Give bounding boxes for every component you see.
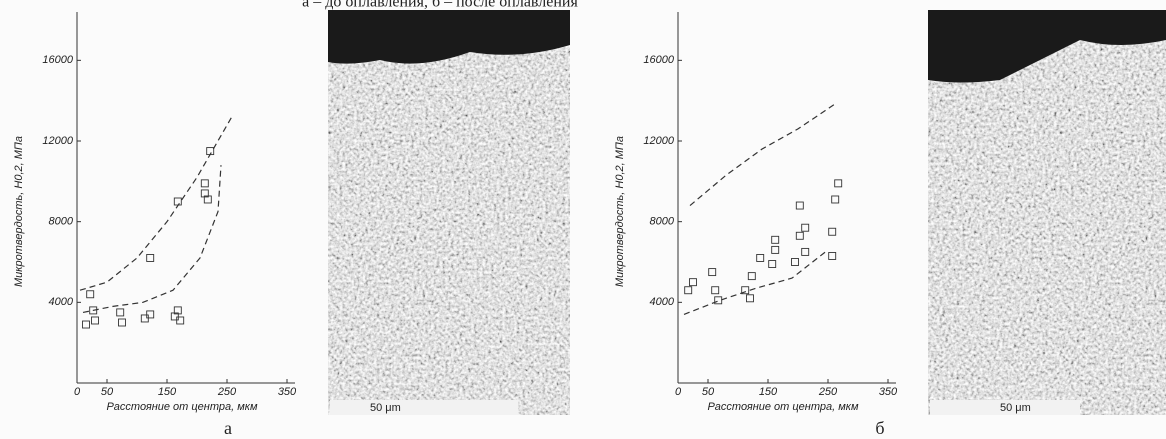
y-tick-label: 8000 [49,216,74,228]
panel-label: б [875,418,884,438]
data-point [747,272,756,281]
data-point [146,254,155,262]
data-point [828,251,837,260]
y-axis-label: Микротвердость, H0,2, МПа [614,136,626,287]
data-point [146,310,155,319]
x-tick-label: 350 [278,386,297,398]
scale-bar-box [330,400,518,415]
x-axis-label: Расстояние от центра, мкм [106,401,258,413]
x-tick-label: 350 [879,386,898,398]
data-point [834,179,843,188]
x-tick-label: 250 [217,386,237,398]
x-axis-label: Расстояние от центра, мкм [707,401,859,413]
y-tick-label: 16000 [643,54,674,66]
data-point [200,189,209,198]
data-point [741,286,750,295]
data-point [768,260,777,268]
data-point [200,179,209,188]
scale-bar-label: 50 μm [1000,402,1031,414]
x-tick-label: 0 [74,386,81,398]
y-tick-label: 8000 [650,216,675,228]
data-point [91,316,99,325]
x-tick-label: 50 [702,386,715,398]
data-point [203,195,212,204]
scale-bar-label: 50 μm [370,402,401,414]
y-tick-label: 16000 [42,54,73,66]
x-tick-label: 250 [818,386,838,398]
micrograph [328,10,570,415]
micrograph-edge [928,10,1166,83]
data-point [684,286,693,295]
x-tick-label: 50 [101,386,114,398]
data-point [756,254,765,262]
trend-curve [683,249,829,315]
trend-curve [82,165,222,314]
x-tick-label: 150 [759,386,778,398]
trend-curve [689,104,835,206]
trend-curve [79,114,234,291]
data-point [173,306,182,315]
data-point [801,223,810,232]
data-point [828,227,837,236]
data-point [795,201,804,210]
y-tick-label: 4000 [650,296,675,308]
data-point [176,316,185,325]
data-point [791,258,799,266]
y-tick-label: 12000 [643,135,674,147]
data-point [116,308,125,317]
x-tick-label: 0 [675,386,682,398]
data-point [708,268,717,277]
y-tick-label: 12000 [42,135,73,147]
panel-label: а [224,418,232,438]
y-axis-label: Микротвердость, H0,2, МПа [13,136,25,287]
y-tick-label: 4000 [49,296,74,308]
scale-bar-box [930,400,1080,415]
data-point [795,231,804,240]
data-point [711,286,720,295]
data-point [89,306,98,315]
data-point [771,245,780,254]
data-point [746,294,754,303]
data-point [689,278,697,287]
data-point [170,312,179,321]
data-point [801,247,810,256]
micrograph-edge [328,10,570,64]
x-tick-label: 150 [158,386,177,398]
data-point [86,290,95,299]
data-point [118,318,126,327]
data-point [831,195,840,204]
data-point [771,235,780,244]
caption: а – до оплавления, б – после оплавления [302,0,578,11]
data-point [82,320,90,329]
data-point [140,314,149,323]
